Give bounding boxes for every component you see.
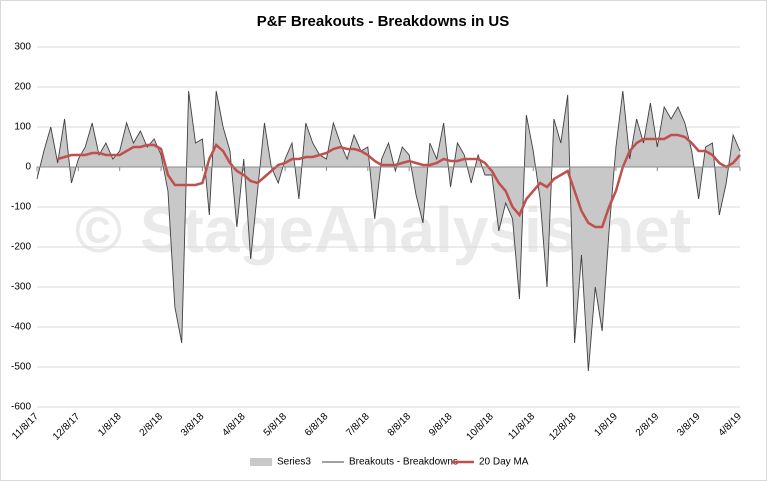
y-tick-label: -300: [11, 282, 31, 293]
y-tick-label: -100: [11, 202, 31, 213]
legend-label: Breakouts - Breakdowns: [349, 457, 458, 468]
y-tick-label: 300: [14, 42, 31, 53]
y-tick-label: -200: [11, 242, 31, 253]
y-tick-label: -600: [11, 402, 31, 413]
y-tick-label: 0: [25, 162, 31, 173]
legend-label: Series3: [277, 457, 311, 468]
y-tick-label: 100: [14, 122, 31, 133]
y-tick-label: -500: [11, 362, 31, 373]
legend-swatch: [250, 458, 272, 466]
chart-title: P&F Breakouts - Breakdowns in US: [257, 13, 510, 30]
line: [36, 90, 741, 372]
legend-label: 20 Day MA: [479, 457, 529, 468]
y-tick-label: 200: [14, 82, 31, 93]
line: [57, 133, 741, 229]
y-tick-label: -400: [11, 322, 31, 333]
